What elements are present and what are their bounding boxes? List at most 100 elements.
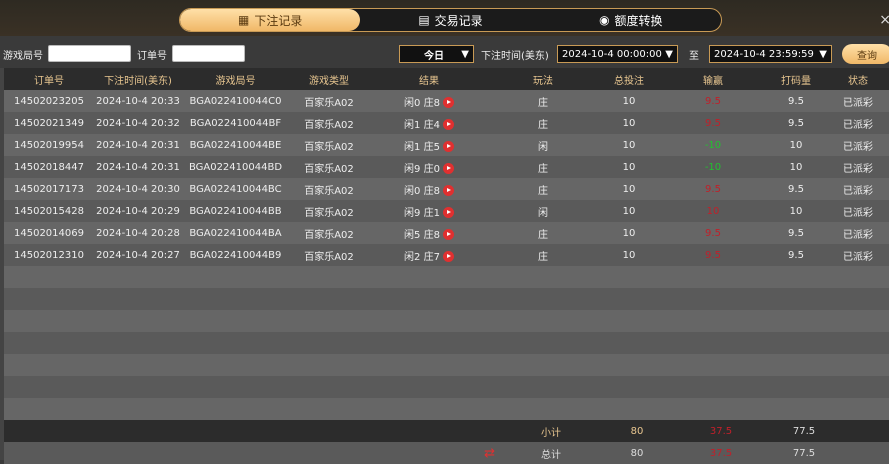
tab-bet-records[interactable]: ▦ 下注记录	[180, 9, 361, 31]
play-icon[interactable]	[442, 251, 454, 262]
cell: 百家乐A02	[289, 138, 369, 153]
cell: 庄	[489, 226, 597, 241]
cell-8: 10	[789, 161, 803, 173]
cell: 已派彩	[827, 204, 889, 219]
cell-5: 庄	[538, 229, 548, 241]
cell-0: 14502017173	[14, 183, 84, 195]
cell: 10	[597, 250, 661, 261]
cell: 9.5	[661, 184, 765, 195]
play-icon[interactable]	[442, 141, 454, 152]
cell: 已派彩	[827, 182, 889, 197]
cell-4: 闲1 庄5	[404, 141, 440, 153]
coins-icon: ◉	[599, 13, 610, 27]
cell-4: 闲2 庄7	[404, 251, 440, 263]
cell-7: 9.5	[705, 95, 721, 107]
cell-8: 9.5	[788, 95, 804, 107]
chevron-down-icon: ▼	[461, 48, 469, 60]
cell: 10	[597, 184, 661, 195]
subtotal-bet: 80	[630, 425, 644, 437]
cell-4: 闲1 庄4	[404, 119, 440, 131]
cell-9: 已派彩	[843, 141, 873, 153]
empty-row	[4, 288, 889, 310]
cell-2: BGA022410044C0	[189, 95, 282, 107]
total-row: ⇄ 总计 80 37.5 77.5	[4, 442, 889, 464]
cell-7: -10	[704, 161, 722, 173]
cell: 14502018447	[4, 162, 94, 173]
cell: 10	[597, 96, 661, 107]
cell: 庄	[489, 160, 597, 175]
table-row: 14502021349 2024-10-4 20:32 BGA022410044BF…	[4, 112, 889, 134]
subtotal-label: 小计	[541, 427, 561, 439]
empty-row	[4, 266, 889, 288]
cell: 14502021349	[4, 118, 94, 129]
cell: 10	[661, 206, 765, 217]
cell-8: 9.5	[788, 227, 804, 239]
game-round-input[interactable]	[48, 45, 131, 62]
cell-3: 百家乐A02	[304, 141, 354, 153]
table-row: 14502014069 2024-10-4 20:28 BGA022410044BA…	[4, 222, 889, 244]
play-icon[interactable]	[442, 119, 454, 130]
play-icon[interactable]	[442, 229, 454, 240]
cell: 庄	[489, 248, 597, 263]
cell: 百家乐A02	[289, 182, 369, 197]
cell: 闲9 庄1	[369, 204, 489, 219]
to-label: 至	[689, 51, 699, 62]
cell-0: 14502015428	[14, 205, 84, 217]
cell: -10	[661, 140, 765, 151]
close-icon[interactable]: ×	[879, 12, 889, 28]
total-turnover: 77.5	[792, 447, 816, 459]
cell-3: 百家乐A02	[304, 251, 354, 263]
cell: 闲	[489, 204, 597, 219]
play-icon[interactable]	[442, 163, 454, 174]
cell-4: 闲9 庄1	[404, 207, 440, 219]
cell-9: 已派彩	[843, 163, 873, 175]
cell-3: 百家乐A02	[304, 207, 354, 219]
calendar-icon: ▦	[237, 13, 250, 27]
cell-5: 闲	[538, 207, 548, 219]
tab-transaction-records[interactable]: ▤ 交易记录	[418, 13, 483, 28]
subtotal-win: 37.5	[709, 425, 733, 437]
order-input[interactable]	[172, 45, 245, 62]
empty-row	[4, 398, 889, 420]
play-icon[interactable]	[442, 207, 454, 218]
subtotal-row: 小计 80 37.5 77.5	[4, 420, 889, 442]
cell-8: 10	[789, 205, 803, 217]
cell-3: 百家乐A02	[304, 185, 354, 197]
bet-records-table: 订单号 下注时间(美东) 游戏局号 游戏类型 结果 玩法 总投注 输赢 打码量 状态 145020…	[4, 68, 889, 420]
refresh-icon[interactable]: ⇄	[484, 445, 495, 461]
column-header: 游戏局号	[215, 75, 256, 87]
query-button[interactable]: 查询	[842, 44, 889, 64]
cell: 闲5 庄8	[369, 226, 489, 241]
cell: 已派彩	[827, 160, 889, 175]
empty-row	[4, 354, 889, 376]
cell: 10	[597, 206, 661, 217]
column-header: 下注时间(美东)	[104, 75, 172, 87]
cell: 2024-10-4 20:33	[94, 96, 182, 107]
cell: BGA022410044BE	[182, 140, 289, 151]
tab-credit-transfer[interactable]: ◉ 额度转换	[599, 13, 663, 28]
end-time-select[interactable]: 2024-10-4 23:59:59 ▼	[709, 45, 832, 63]
cell-1: 2024-10-4 20:31	[96, 139, 180, 151]
cell-6: 10	[622, 183, 636, 195]
cell: 10	[597, 162, 661, 173]
period-select[interactable]: 今日 ▼	[399, 45, 474, 63]
cell-7: 9.5	[705, 117, 721, 129]
cell-5: 庄	[538, 97, 548, 109]
cell: BGA022410044B9	[182, 250, 289, 261]
cell: BGA022410044BD	[182, 162, 289, 173]
document-icon: ▤	[418, 13, 430, 27]
cell-1: 2024-10-4 20:33	[96, 95, 180, 107]
play-icon[interactable]	[442, 185, 454, 196]
table-row: 14502018447 2024-10-4 20:31 BGA022410044BD…	[4, 156, 889, 178]
start-time-select[interactable]: 2024-10-4 00:00:00 ▼	[557, 45, 678, 63]
cell: 2024-10-4 20:31	[94, 140, 182, 151]
left-border	[0, 68, 4, 460]
filter-bar: 游戏局号 订单号 今日 ▼ 下注时间(美东) 2024-10-4 00:00:00…	[0, 36, 889, 68]
time-label: 下注时间(美东)	[481, 51, 549, 62]
play-icon[interactable]	[442, 97, 454, 108]
empty-row	[4, 332, 889, 354]
empty-row	[4, 310, 889, 332]
order-label: 订单号	[137, 51, 167, 62]
cell: 10	[765, 206, 827, 217]
cell: 2024-10-4 20:31	[94, 162, 182, 173]
